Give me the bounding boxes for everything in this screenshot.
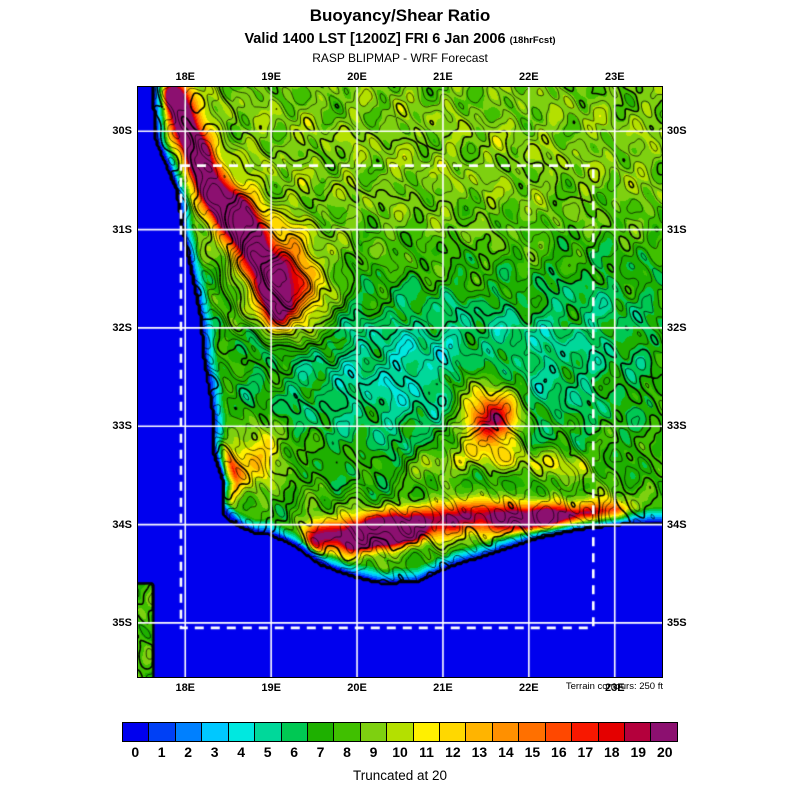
lat-tick-left-30S: 30S (112, 125, 132, 138)
colorbar-tick-20: 20 (656, 744, 673, 760)
model-subtitle: RASP BLIPMAP - WRF Forecast (312, 51, 488, 65)
valid-time-line: Valid 1400 LST [1200Z] FRI 6 Jan 2006 (1… (0, 31, 800, 47)
colorbar-segment-2 (175, 723, 203, 741)
colorbar-segment-19 (625, 723, 652, 741)
colorbar-strip[interactable] (122, 722, 678, 742)
colorbar-segment-3 (202, 723, 229, 741)
colorbar-segment-16 (545, 723, 573, 741)
terrain-contour-note: Terrain contours: 250 ft (565, 681, 663, 692)
colorbar-segment-20 (651, 723, 677, 741)
lat-tick-left-31S: 31S (112, 223, 132, 236)
colorbar-segment-17 (572, 723, 599, 741)
lat-tick-right-34S: 34S (667, 518, 687, 531)
colorbar-caption: Truncated at 20 (352, 768, 448, 783)
colorbar-segment-12 (440, 723, 467, 741)
colorbar-tick-14: 14 (498, 744, 514, 760)
lat-tick-right-31S: 31S (667, 223, 687, 236)
colorbar-tick-17: 17 (577, 744, 594, 760)
forecast-map[interactable] (137, 86, 663, 678)
lon-tick-top-23E: 23E (604, 71, 625, 83)
forecast-hour-badge: (18hrFcst) (509, 35, 556, 46)
colorbar-tick-2: 2 (184, 744, 193, 760)
colorbar-segment-18 (598, 723, 626, 741)
valid-time-text: Valid 1400 LST [1200Z] FRI 6 Jan 2006 (244, 31, 506, 47)
lat-tick-left-33S: 33S (112, 420, 132, 433)
lat-tick-right-30S: 30S (667, 125, 687, 138)
lon-tick-bottom-22E: 22E (519, 682, 539, 694)
lon-tick-top-20E: 20E (347, 71, 367, 83)
colorbar-segment-1 (149, 723, 176, 741)
lat-tick-left-32S: 32S (112, 321, 132, 334)
lat-tick-right-35S: 35S (667, 616, 687, 629)
colorbar-segment-13 (466, 723, 493, 741)
colorbar-tick-5: 5 (263, 744, 272, 760)
lon-tick-bottom-18E: 18E (175, 682, 196, 694)
colorbar-legend: 0 1 2 3 4 5 6 7 8 9 10 11 12 13 14 15 16 17 18 19 20 Truncat… (122, 722, 678, 783)
colorbar-segment-14 (492, 723, 520, 741)
lat-tick-left-35S: 35S (112, 616, 132, 629)
colorbar-tick-9: 9 (369, 744, 378, 760)
colorbar-tick-19: 19 (630, 744, 647, 760)
map-raster (138, 87, 662, 677)
colorbar-segment-4 (228, 723, 256, 741)
colorbar-segment-5 (255, 723, 282, 741)
colorbar-segment-7 (307, 723, 335, 741)
colorbar-tick-3: 3 (210, 744, 219, 760)
title-block: Buoyancy/Shear Ratio Valid 1400 LST [120… (0, 0, 800, 65)
colorbar-tick-18: 18 (604, 744, 620, 760)
lon-tick-top-18E: 18E (175, 71, 196, 83)
lon-tick-top-19E: 19E (261, 71, 281, 83)
colorbar-tick-7: 7 (316, 744, 325, 760)
lat-tick-left-34S: 34S (112, 518, 132, 531)
colorbar-segment-15 (519, 723, 546, 741)
colorbar-tick-10: 10 (392, 744, 408, 760)
lon-tick-bottom-19E: 19E (261, 682, 281, 694)
lon-tick-top-22E: 22E (519, 71, 539, 83)
lat-tick-right-32S: 32S (667, 321, 687, 334)
colorbar-tick-15: 15 (524, 744, 541, 760)
colorbar-tick-4: 4 (237, 744, 246, 760)
lon-tick-top-21E: 21E (433, 71, 453, 83)
colorbar-tick-16: 16 (551, 744, 567, 760)
colorbar-segment-9 (360, 723, 388, 741)
colorbar-tick-8: 8 (343, 744, 351, 760)
lon-tick-bottom-20E: 20E (347, 682, 367, 694)
colorbar-segment-11 (413, 723, 441, 741)
colorbar-segment-10 (387, 723, 414, 741)
colorbar-tick-0: 0 (131, 744, 140, 760)
colorbar-tick-11: 11 (419, 744, 434, 760)
colorbar-tick-13: 13 (471, 744, 488, 760)
lon-tick-bottom-21E: 21E (433, 682, 453, 694)
lon-tick-bottom-23E: 23E (604, 682, 625, 694)
page-title: Buoyancy/Shear Ratio (309, 6, 491, 25)
colorbar-tick-6: 6 (290, 744, 298, 760)
colorbar-tick-1: 1 (157, 744, 166, 760)
lat-tick-right-33S: 33S (667, 420, 687, 433)
colorbar-tick-labels: 0 1 2 3 4 5 6 7 8 9 10 11 12 13 14 15 16 17 18 19 20 (122, 744, 678, 764)
colorbar-tick-12: 12 (445, 744, 461, 760)
colorbar-segment-8 (334, 723, 361, 741)
colorbar-segment-6 (281, 723, 308, 741)
colorbar-segment-0 (123, 723, 150, 741)
